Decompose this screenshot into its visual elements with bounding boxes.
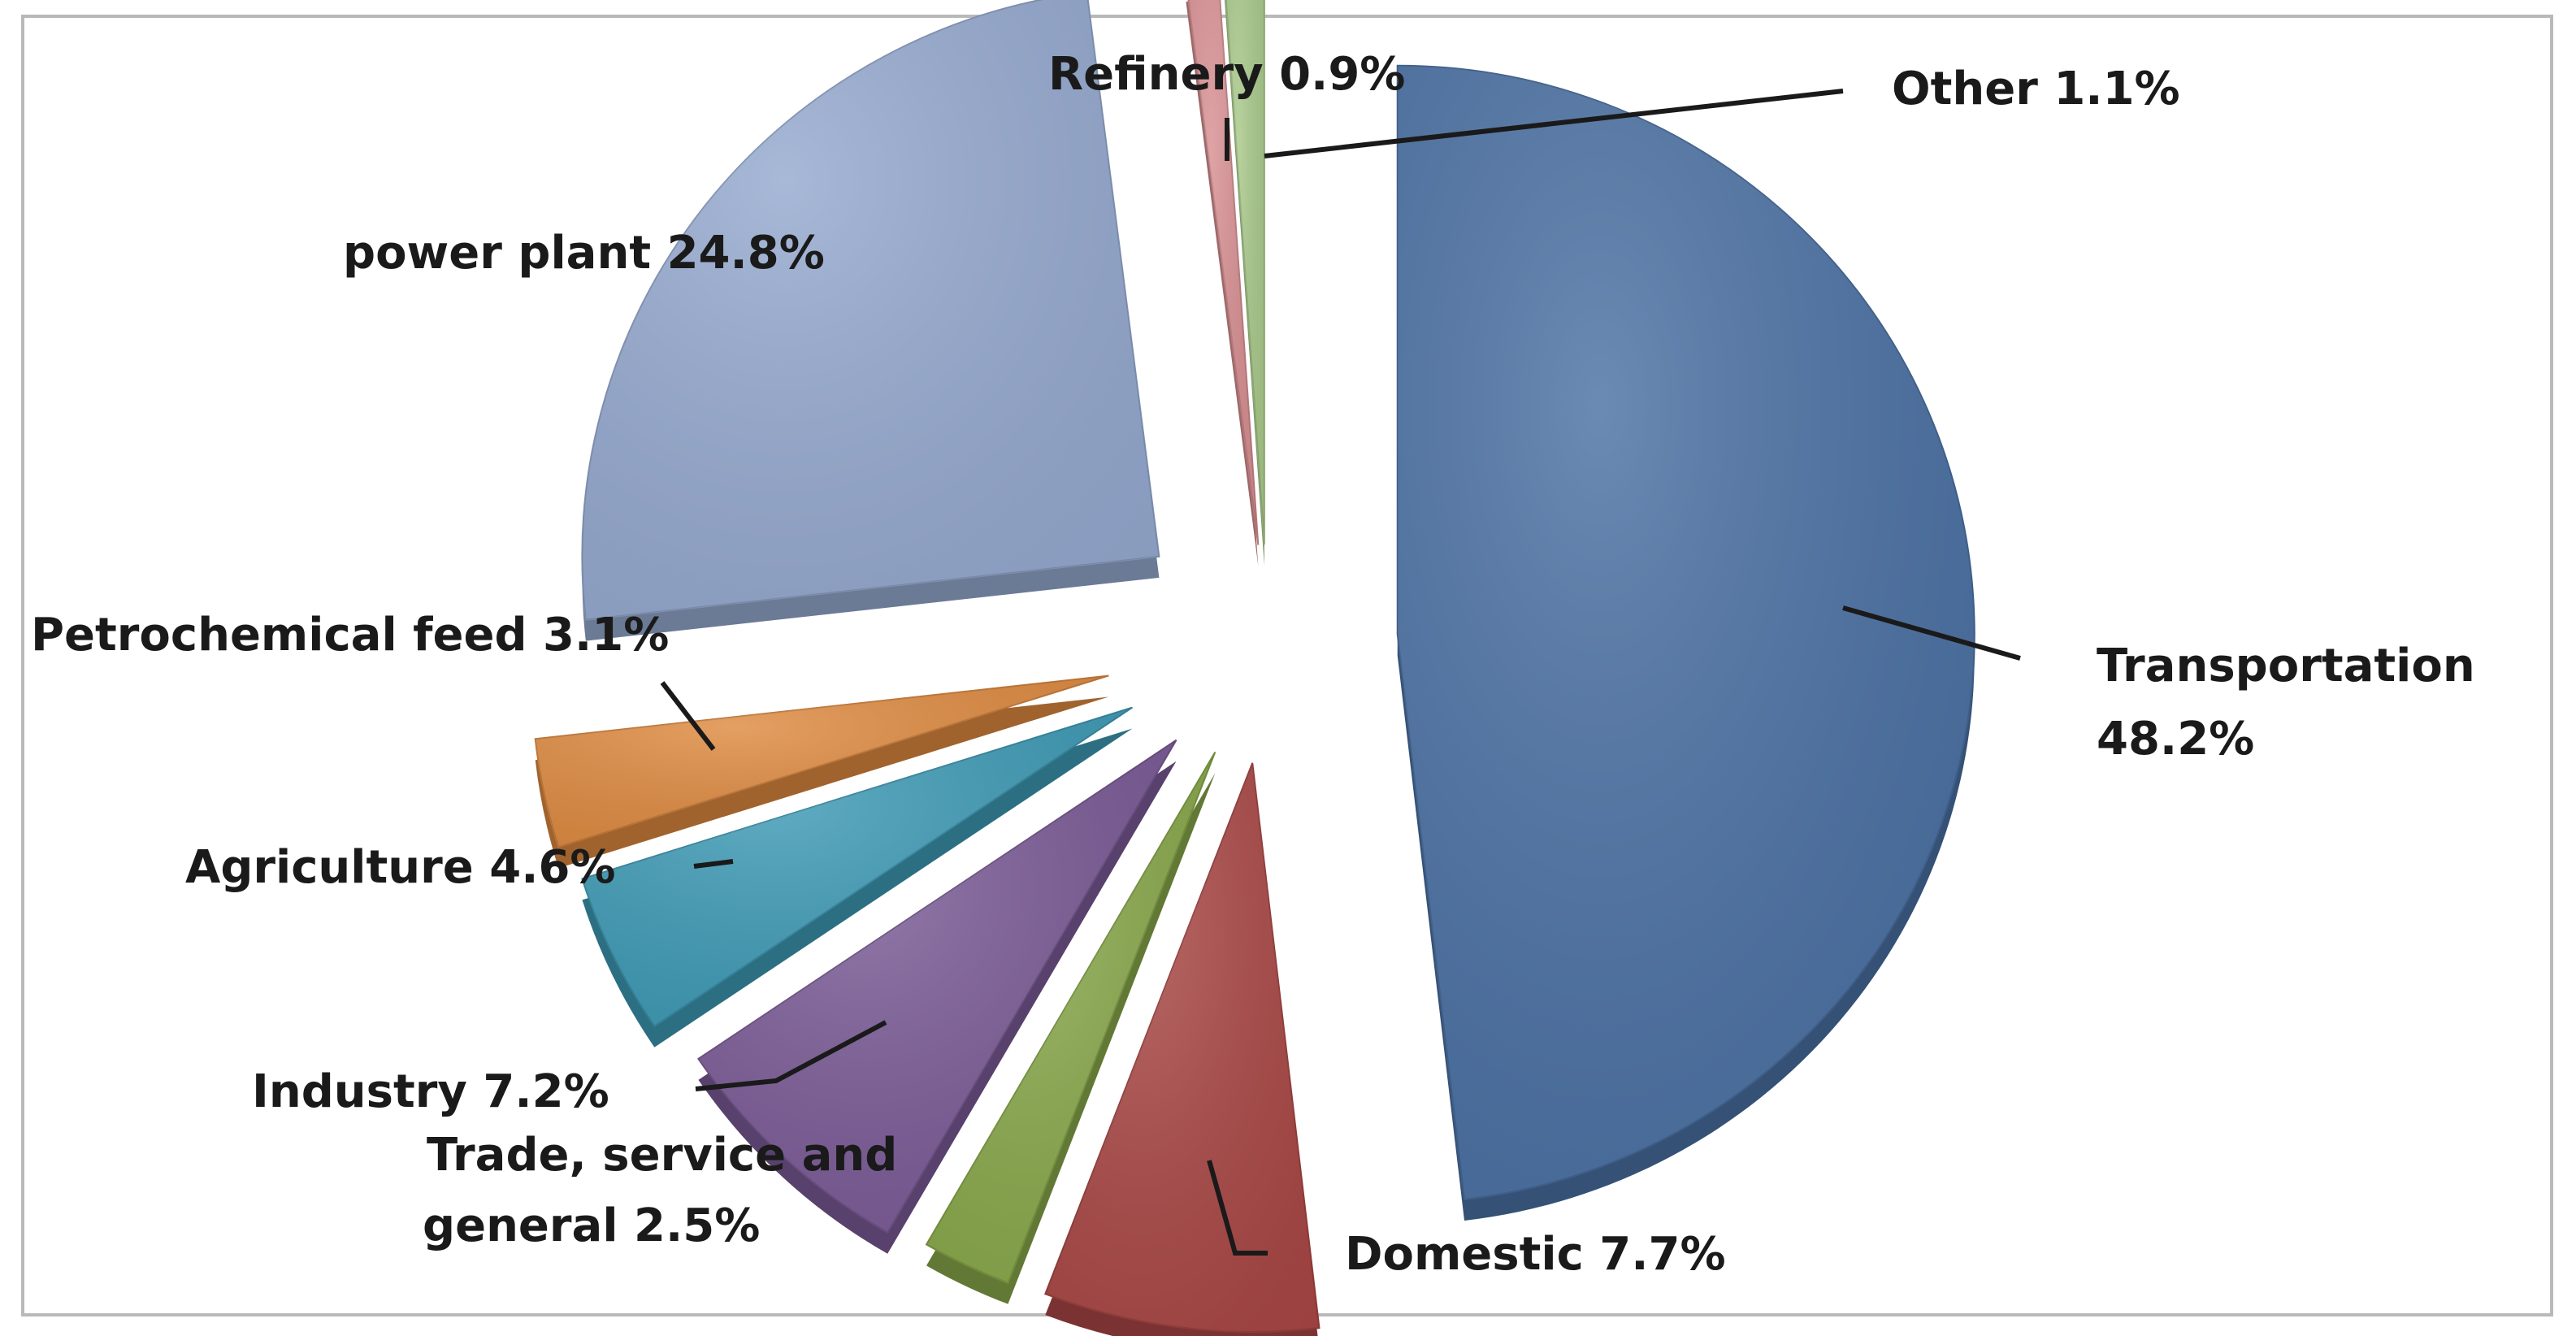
label-agriculture: Agriculture 4.6% xyxy=(185,841,616,894)
label-power-plant: power plant 24.8% xyxy=(343,227,825,280)
data-labels: Transportation 48.2% Domestic 7.7% Trade… xyxy=(31,48,2475,1281)
label-trade-value: general 2.5% xyxy=(423,1199,760,1252)
leader-line-transportation xyxy=(1842,605,2021,661)
pie-slice-highlight xyxy=(1397,65,1975,1200)
pie-slice-highlight xyxy=(698,740,1177,1233)
leader-lines xyxy=(660,89,2021,1256)
label-transportation: Transportation xyxy=(2097,640,2475,692)
label-trade: Trade, service and xyxy=(427,1129,897,1182)
leader-line-domestic xyxy=(1207,1160,1268,1256)
pie-slice-highlight xyxy=(582,0,1160,620)
pie-slice-highlight xyxy=(582,707,1133,1026)
leader-line-other xyxy=(1264,89,1844,158)
pie-slice-highlight xyxy=(926,752,1216,1283)
label-other: Other 1.1% xyxy=(1892,63,2180,115)
pie-slice-side-refinery xyxy=(1186,0,1259,566)
leader-line-agriculture xyxy=(693,859,734,869)
leader-line-petrochemical xyxy=(660,681,716,751)
leader-line-industry xyxy=(695,1020,887,1091)
pie-slice-highlight xyxy=(1225,0,1264,545)
pie-slice-side-petrochemical-feed xyxy=(535,696,1109,869)
pie-slices xyxy=(534,0,1975,1336)
pie-slice-highlight xyxy=(1045,762,1320,1332)
label-domestic: Domestic 7.7% xyxy=(1345,1228,1726,1281)
label-industry: Industry 7.2% xyxy=(252,1065,609,1118)
label-petrochemical: Petrochemical feed 3.1% xyxy=(31,609,669,661)
pie-slice-highlight xyxy=(1188,0,1259,545)
pie-slice-highlight xyxy=(535,675,1109,848)
label-refinery: Refinery 0.9% xyxy=(1048,48,1405,101)
label-transportation-value: 48.2% xyxy=(2097,713,2254,766)
